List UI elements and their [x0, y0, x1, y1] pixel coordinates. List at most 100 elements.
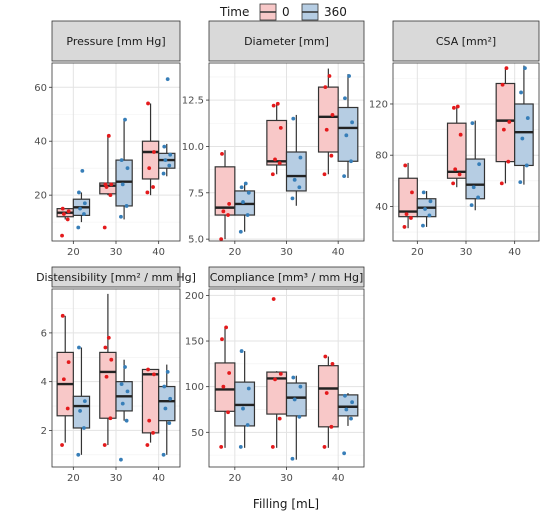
data-point [349, 159, 353, 164]
data-point [504, 66, 509, 71]
x-tick-label: 20 [67, 247, 80, 258]
y-tick-label: 40 [375, 202, 388, 213]
data-point [271, 297, 276, 301]
data-point [421, 190, 426, 195]
data-point [226, 410, 230, 415]
strip-title: Diameter [mm] [244, 35, 329, 48]
data-point [427, 213, 432, 218]
box-iqr [514, 103, 534, 167]
panel-4: Compliance [mm³ / mm Hg] 50 100 150 200 20 30 4… [185, 266, 365, 484]
data-point [125, 389, 130, 394]
data-point [120, 182, 125, 187]
panel-0: Pressure [mm Hg] 20 40 60 20 30 40 [34, 20, 181, 258]
data-point [61, 212, 66, 216]
panel-1: Diameter [mm] 5.0 7.5 10.0 12.5 20 30 40 [182, 20, 365, 258]
data-point [270, 445, 275, 449]
strip-background [51, 20, 181, 62]
data-point [291, 116, 296, 121]
data-point [82, 426, 86, 430]
data-point [61, 377, 66, 382]
y-tick-label: 60 [34, 83, 47, 94]
box-360-40 [337, 393, 359, 456]
data-point [104, 374, 109, 379]
data-point [291, 375, 296, 380]
x-axis-title: Filling [mL] [253, 497, 319, 511]
data-point [123, 365, 127, 369]
data-point [342, 174, 347, 179]
box-360-20 [416, 190, 437, 228]
box-iqr [141, 140, 160, 180]
data-point [455, 104, 460, 109]
data-point [275, 101, 280, 106]
data-point [323, 85, 328, 90]
data-point [324, 391, 329, 395]
box-360-20 [234, 349, 256, 449]
y-tick-label: 40 [34, 137, 47, 148]
x-tick-label: 30 [110, 247, 123, 258]
data-point [151, 430, 155, 435]
panel-2: CSA [mm²] 40 80 120 20 30 40 [369, 20, 540, 258]
data-point [273, 157, 277, 162]
data-point [343, 96, 347, 101]
data-point [220, 337, 224, 342]
y-tick-label: 7.5 [188, 188, 204, 199]
legend-title: Time [219, 5, 249, 19]
data-point [102, 225, 107, 230]
data-point [298, 155, 303, 160]
data-point [76, 225, 81, 230]
data-point [409, 216, 413, 220]
data-point [323, 354, 328, 359]
data-point [221, 384, 226, 389]
box-iqr [337, 394, 359, 417]
box-360-30 [115, 117, 133, 220]
data-point [151, 185, 155, 189]
data-point [520, 136, 525, 141]
data-point [297, 185, 302, 190]
data-point [168, 396, 173, 401]
data-point [119, 457, 123, 462]
data-point [146, 367, 150, 372]
y-tick-label: 150 [185, 337, 204, 348]
data-point [168, 152, 173, 157]
data-point [343, 393, 347, 398]
data-point [82, 399, 87, 404]
data-point [167, 421, 172, 426]
box-360-40 [158, 77, 176, 177]
x-tick-label: 40 [332, 473, 345, 484]
data-point [165, 370, 170, 374]
data-point [273, 377, 277, 382]
y-tick-label: 2 [41, 426, 47, 437]
data-point [60, 313, 65, 318]
data-point [167, 163, 172, 168]
x-tick-label: 30 [280, 473, 293, 484]
data-point [227, 202, 232, 206]
data-point [220, 151, 224, 156]
data-point [163, 406, 168, 411]
data-point [245, 423, 250, 427]
data-point [501, 127, 506, 132]
data-point [152, 372, 156, 377]
y-tick-label: 5.0 [188, 235, 204, 246]
data-point [219, 445, 224, 449]
data-point [324, 127, 329, 132]
box-0-30 [266, 101, 288, 177]
y-tick-label: 6 [41, 328, 47, 339]
strip-background [392, 20, 540, 62]
box-iqr [285, 151, 307, 192]
data-point [342, 451, 347, 456]
data-point [322, 445, 327, 449]
data-point [76, 452, 81, 457]
data-point [124, 418, 129, 423]
y-tick-label: 20 [34, 191, 47, 202]
data-point [246, 386, 251, 391]
data-point [82, 201, 87, 206]
data-point [108, 416, 113, 421]
box-iqr [465, 158, 486, 200]
box-0-20 [398, 162, 418, 229]
data-point [66, 360, 71, 365]
data-point [238, 445, 243, 449]
data-point [329, 424, 334, 429]
data-point [525, 116, 530, 120]
strip-title: Compliance [mm³ / mm Hg] [210, 271, 364, 284]
data-point [162, 384, 167, 389]
